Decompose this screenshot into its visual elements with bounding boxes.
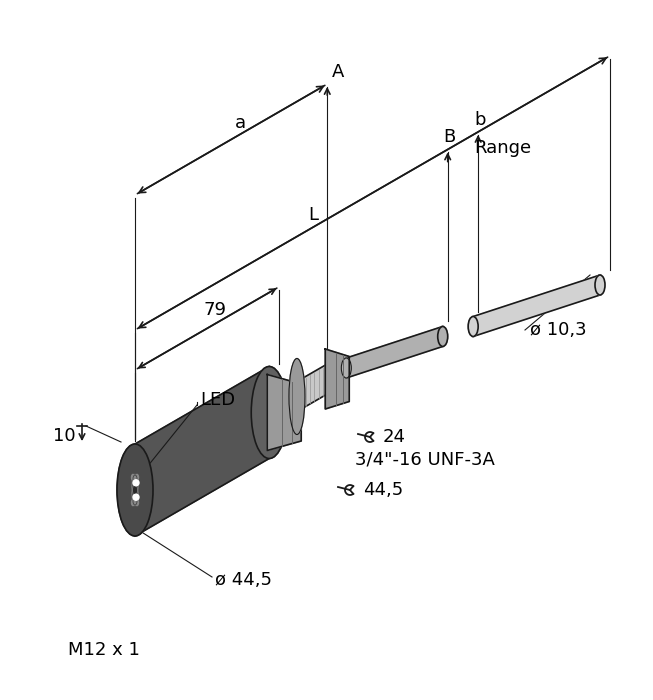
Circle shape bbox=[133, 494, 139, 500]
Ellipse shape bbox=[342, 358, 351, 378]
Polygon shape bbox=[297, 364, 327, 412]
Text: ø 44,5: ø 44,5 bbox=[215, 571, 272, 589]
Text: 79: 79 bbox=[204, 301, 227, 318]
Text: a: a bbox=[235, 114, 246, 132]
Polygon shape bbox=[346, 326, 443, 378]
Text: LED: LED bbox=[200, 391, 235, 409]
Text: 3/4"-16 UNF-3A: 3/4"-16 UNF-3A bbox=[355, 451, 495, 469]
Text: ø 10,3: ø 10,3 bbox=[530, 321, 586, 339]
Text: A: A bbox=[332, 63, 345, 81]
Ellipse shape bbox=[133, 497, 137, 505]
Ellipse shape bbox=[133, 486, 136, 494]
Ellipse shape bbox=[133, 475, 137, 483]
Text: 44,5: 44,5 bbox=[363, 481, 404, 499]
Ellipse shape bbox=[133, 484, 138, 496]
Text: L: L bbox=[308, 206, 318, 224]
Ellipse shape bbox=[131, 500, 135, 505]
Ellipse shape bbox=[468, 316, 478, 337]
Text: b: b bbox=[475, 111, 486, 129]
Ellipse shape bbox=[133, 483, 137, 497]
Ellipse shape bbox=[438, 326, 448, 346]
Ellipse shape bbox=[136, 500, 138, 505]
Ellipse shape bbox=[131, 475, 135, 480]
Polygon shape bbox=[325, 349, 349, 409]
Polygon shape bbox=[135, 367, 269, 536]
Ellipse shape bbox=[133, 479, 138, 501]
Ellipse shape bbox=[136, 475, 138, 480]
Ellipse shape bbox=[595, 275, 605, 295]
Ellipse shape bbox=[251, 367, 287, 458]
Ellipse shape bbox=[289, 358, 305, 435]
Polygon shape bbox=[473, 275, 600, 337]
Ellipse shape bbox=[131, 474, 138, 506]
Text: 24: 24 bbox=[383, 428, 406, 446]
Ellipse shape bbox=[117, 444, 153, 536]
Text: 10: 10 bbox=[53, 427, 75, 445]
Polygon shape bbox=[267, 374, 301, 451]
Circle shape bbox=[133, 480, 139, 486]
Text: B: B bbox=[443, 129, 456, 146]
Text: Range: Range bbox=[474, 139, 532, 157]
Text: M12 x 1: M12 x 1 bbox=[68, 641, 140, 659]
